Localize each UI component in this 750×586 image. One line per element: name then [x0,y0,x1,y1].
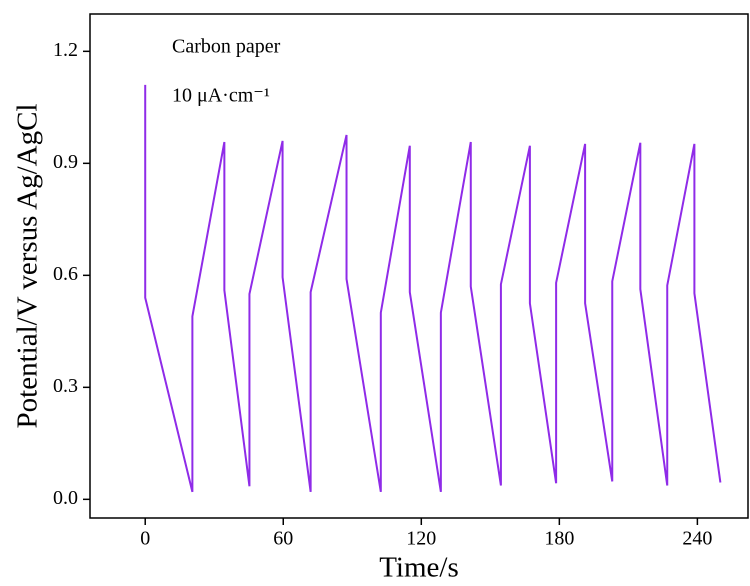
y-tick-label: 0.9 [53,151,78,173]
data-line [144,84,722,493]
y-axis-label: Potential/V versus Ag/AgCl [12,104,44,429]
x-tick-label: 180 [544,528,574,550]
annotation: 10 μA·cm⁻¹ [172,85,270,107]
y-tick-label: 0.3 [53,375,78,397]
y-tick-label: 1.2 [53,39,78,61]
x-tick-label: 120 [406,528,436,550]
x-tick-label: 0 [140,528,150,550]
x-tick-label: 240 [682,528,712,550]
y-tick-label: 0.6 [53,263,78,285]
x-axis-label: Time/s [379,552,459,584]
plot-frame [89,13,749,519]
x-tick-label: 60 [273,528,293,550]
annotation: Carbon paper [172,36,281,58]
y-tick-label: 0.0 [53,487,78,509]
